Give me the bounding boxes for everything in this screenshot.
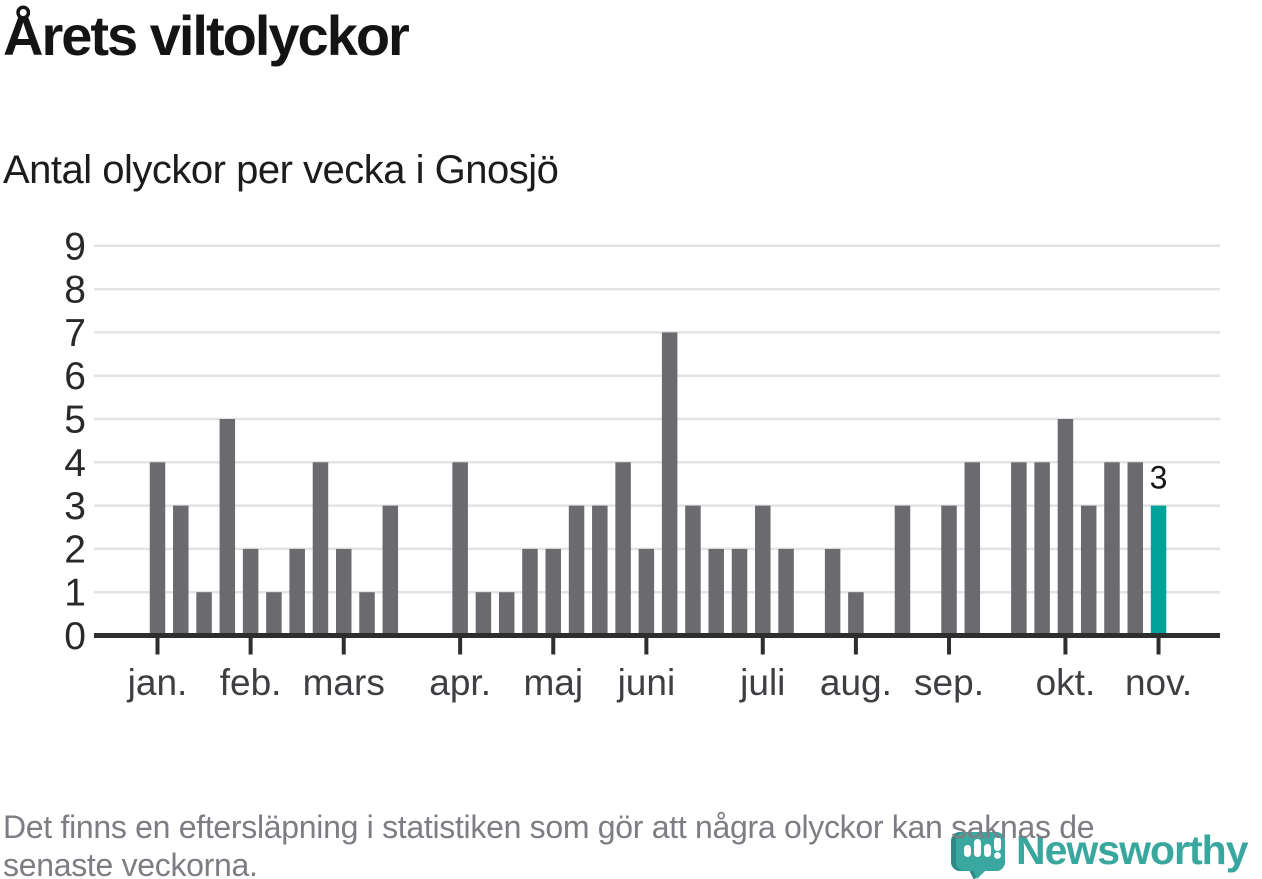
bar-week-38 bbox=[1011, 462, 1027, 638]
bar-week-2 bbox=[173, 505, 189, 638]
gridlines bbox=[94, 244, 1220, 594]
x-axis: jan. feb. mars apr. maj juni juli aug. sep. okt. n… bbox=[94, 633, 1220, 703]
x-tick-label-apr.: apr. bbox=[429, 662, 491, 703]
bar-week-22 bbox=[638, 548, 655, 638]
x-axis-line bbox=[94, 633, 1220, 638]
x-tick-mars bbox=[341, 636, 346, 655]
bar-week-1 bbox=[149, 462, 166, 638]
bar-week-5 bbox=[242, 548, 259, 638]
x-tick-juli bbox=[760, 636, 765, 655]
footer-note-line1: Det finns en eftersläpning i statistiken… bbox=[3, 809, 1095, 845]
x-tick-label-feb.: feb. bbox=[220, 662, 282, 703]
bar-week-44 bbox=[1150, 505, 1167, 638]
x-tick-maj bbox=[551, 636, 556, 655]
bar-week-30 bbox=[824, 548, 841, 638]
y-tick-label-4: 4 bbox=[64, 442, 86, 485]
y-tick-label-2: 2 bbox=[64, 528, 86, 571]
bar-week-28 bbox=[778, 548, 794, 638]
highlight-value-label: 3 bbox=[1150, 460, 1168, 496]
y-tick-label-5: 5 bbox=[64, 399, 86, 442]
bar-week-20 bbox=[592, 505, 608, 638]
y-tick-label-8: 8 bbox=[64, 269, 86, 312]
bar-week-24 bbox=[685, 505, 701, 638]
bar-week-3 bbox=[196, 592, 212, 638]
bar-week-19 bbox=[568, 505, 585, 638]
bar-week-6 bbox=[266, 592, 282, 638]
newsworthy-bubble-chart-icon bbox=[951, 832, 1005, 879]
bar-week-7 bbox=[289, 548, 305, 638]
x-tick-label-maj: maj bbox=[523, 662, 583, 703]
bar-week-9 bbox=[335, 548, 352, 638]
bar-week-8 bbox=[312, 462, 329, 638]
bar-week-4 bbox=[219, 419, 236, 638]
bar-week-17 bbox=[522, 548, 538, 638]
y-tick-label-1: 1 bbox=[64, 572, 86, 615]
bar-week-33 bbox=[894, 505, 911, 638]
bar-week-23 bbox=[661, 332, 678, 638]
x-tick-okt. bbox=[1063, 636, 1068, 655]
x-tick-label-juni: juni bbox=[617, 662, 676, 703]
footer-note-line2: senaste veckorna. bbox=[3, 847, 258, 879]
bar-week-40 bbox=[1057, 419, 1074, 638]
bar-week-18 bbox=[545, 548, 562, 638]
x-tick-label-mars: mars bbox=[303, 662, 385, 703]
x-tick-label-okt.: okt. bbox=[1036, 662, 1096, 703]
x-tick-label-sep.: sep. bbox=[914, 662, 984, 703]
x-tick-juni bbox=[644, 636, 649, 655]
bar-week-41 bbox=[1080, 505, 1097, 638]
bars bbox=[149, 332, 1167, 638]
bar-week-25 bbox=[708, 548, 724, 638]
x-tick-sep. bbox=[947, 636, 952, 655]
x-tick-aug. bbox=[853, 636, 858, 655]
bar-week-31 bbox=[848, 592, 864, 638]
bar-week-43 bbox=[1127, 462, 1144, 638]
y-tick-label-6: 6 bbox=[64, 355, 86, 398]
bar-week-42 bbox=[1104, 462, 1120, 638]
y-tick-label-9: 9 bbox=[64, 225, 86, 268]
y-tick-label-7: 7 bbox=[64, 312, 86, 355]
x-tick-jan. bbox=[155, 636, 160, 655]
y-tick-label-3: 3 bbox=[64, 485, 86, 528]
x-tick-label-nov.: nov. bbox=[1125, 662, 1192, 703]
x-tick-apr. bbox=[458, 636, 463, 655]
bar-week-36 bbox=[964, 462, 981, 638]
footer-note: Det finns en eftersläpning i statistiken… bbox=[3, 808, 1262, 879]
bar-week-14 bbox=[452, 462, 468, 638]
x-tick-label-juli: juli bbox=[739, 662, 785, 703]
chart-subtitle: Antal olyckor per vecka i Gnosjö bbox=[3, 148, 559, 192]
bar-week-10 bbox=[359, 592, 375, 638]
x-tick-nov. bbox=[1156, 636, 1161, 655]
bar-week-39 bbox=[1034, 462, 1050, 638]
bar-week-16 bbox=[498, 592, 515, 638]
chart-title: Årets viltolyckor bbox=[3, 4, 410, 67]
newsworthy-wordmark: Newsworthy bbox=[1016, 827, 1248, 873]
y-tick-label-0: 0 bbox=[64, 615, 86, 658]
bar-week-21 bbox=[615, 462, 631, 638]
bar-week-27 bbox=[755, 505, 771, 638]
x-tick-label-jan.: jan. bbox=[127, 662, 188, 703]
bar-week-11 bbox=[382, 505, 399, 638]
bar-week-26 bbox=[731, 548, 748, 638]
x-tick-feb. bbox=[248, 636, 253, 655]
bar-week-35 bbox=[941, 505, 957, 638]
bar-week-15 bbox=[475, 592, 492, 638]
x-tick-label-aug.: aug. bbox=[820, 662, 892, 703]
